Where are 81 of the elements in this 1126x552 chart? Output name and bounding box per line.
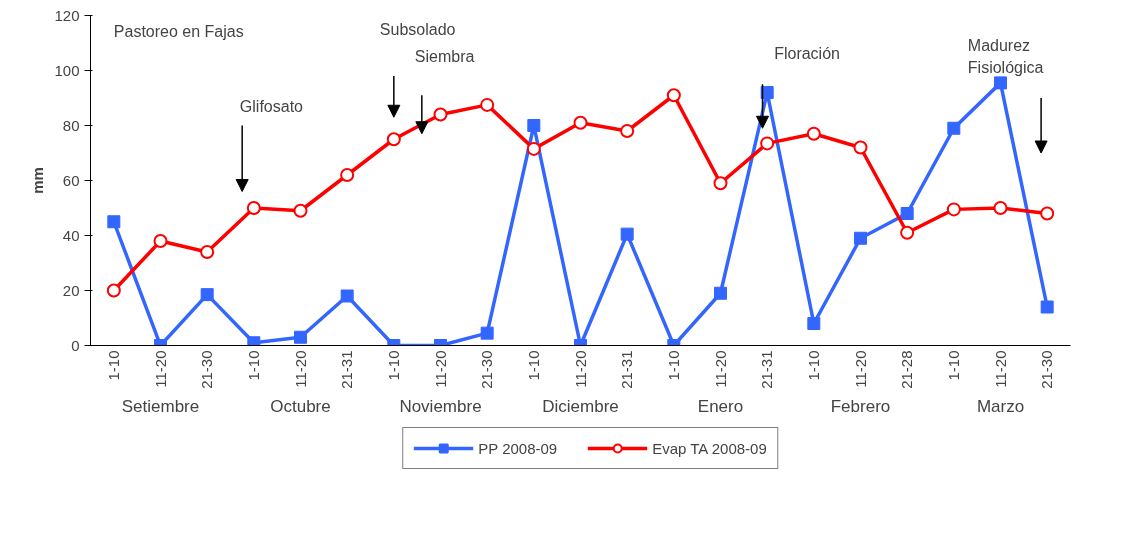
point [760, 86, 774, 99]
x-tick-label: 21-31 [338, 350, 356, 389]
point [433, 107, 448, 122]
text: Noviembre [399, 396, 482, 416]
x-tick-label: 11-20 [711, 350, 729, 388]
x-tick-label: 21-30 [1038, 350, 1056, 389]
text: Setiembre [121, 396, 200, 416]
point [993, 201, 1008, 215]
x-tick-label: 21-28 [898, 350, 916, 389]
y-tick-label: 40 [62, 226, 80, 244]
x-tick-label: 21-31 [618, 350, 636, 389]
x-tick-label: 1-10 [944, 350, 962, 381]
annotation: Pastoreo en Fajas [113, 23, 244, 41]
x-tick-label: 11-20 [571, 350, 589, 388]
point [153, 234, 168, 248]
y-tick-label: 20 [62, 281, 80, 299]
point [807, 317, 821, 330]
y-tick-label: 0 [71, 336, 80, 354]
point [107, 215, 121, 229]
point [527, 119, 541, 132]
text: Enero [697, 396, 744, 416]
x-tick-label: 1-10 [384, 350, 402, 381]
point [620, 227, 634, 241]
point [714, 286, 727, 300]
x-tick-label: 21-31 [758, 350, 776, 389]
point [480, 97, 495, 112]
y-tick-label: 120 [54, 6, 80, 24]
annotation: Madurez Fisiológica [967, 37, 1044, 76]
point [200, 288, 214, 302]
point [340, 168, 355, 182]
point [1040, 206, 1055, 221]
point [573, 115, 588, 130]
x-tick-label: 11-20 [291, 350, 309, 388]
point [713, 176, 728, 191]
point [526, 141, 541, 156]
x-tick-label: 1-10 [524, 350, 542, 381]
x-tick-label: 1-10 [664, 350, 682, 381]
x-tick-label: 11-20 [991, 350, 1009, 388]
point [806, 126, 821, 141]
x-tick-label: 11-20 [151, 350, 169, 388]
legend-label: Evap TA 2008-09 [652, 439, 767, 457]
point [340, 289, 354, 303]
point [294, 330, 307, 344]
point [293, 203, 308, 218]
y-axis-title: mm [29, 167, 47, 194]
point [900, 207, 914, 220]
point [946, 202, 961, 217]
point [386, 132, 401, 147]
y-tick-label: 60 [62, 171, 80, 189]
annotation: Subsolado [379, 20, 456, 38]
x-tick-label: 21-30 [198, 350, 216, 389]
x-tick-label: 1-10 [104, 350, 122, 381]
point [900, 225, 915, 240]
x-tick-label: 11-20 [431, 350, 449, 388]
x-tick-label: 1-10 [244, 350, 262, 381]
point [246, 201, 261, 215]
point [666, 88, 681, 103]
annotation: Siembra [414, 48, 475, 65]
point [247, 336, 261, 346]
point [620, 124, 635, 138]
point [200, 245, 215, 259]
annotation: Floración [774, 45, 840, 63]
point [760, 136, 775, 151]
text: Octubre [270, 396, 331, 416]
y-tick-label: 100 [54, 61, 80, 79]
point [854, 231, 867, 245]
annotation: Glifosato [239, 97, 304, 115]
y-tick-label: 80 [62, 116, 80, 134]
point [947, 121, 961, 135]
x-tick-label: 11-20 [851, 350, 869, 388]
point [106, 283, 121, 298]
text: Febrero [830, 396, 891, 416]
text: Marzo [976, 396, 1025, 416]
point [853, 140, 868, 155]
x-tick-label: 21-30 [478, 350, 496, 389]
point [994, 76, 1007, 90]
point [1040, 300, 1054, 314]
text: Diciembre [542, 396, 619, 416]
point [480, 326, 494, 340]
x-tick-label: 1-10 [804, 350, 822, 381]
legend-label: PP 2008-09 [478, 439, 558, 457]
